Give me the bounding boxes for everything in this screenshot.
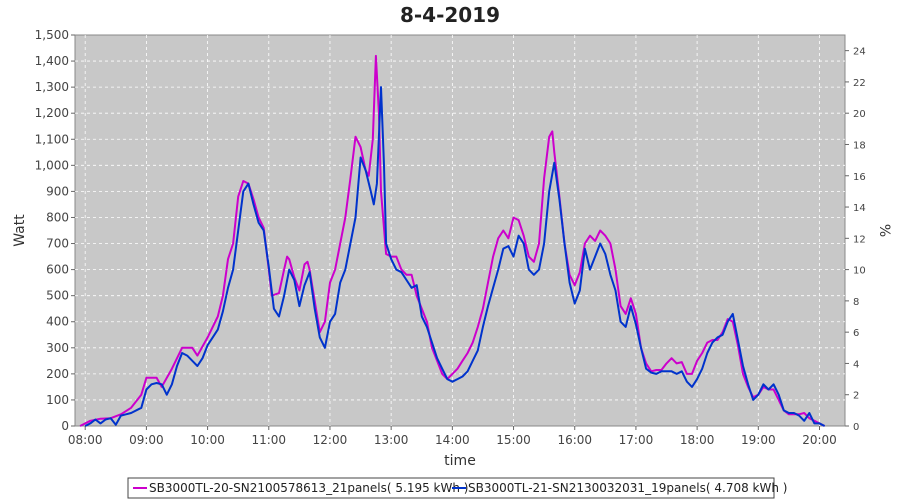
y-tick-label: 900 — [46, 184, 69, 198]
x-tick-label: 08:00 — [68, 433, 103, 447]
x-axis-label: time — [444, 453, 476, 469]
legend-entry-series-2: SB3000TL-21-SN2130032031_19panels( 4.708… — [468, 481, 787, 495]
y2-tick-label: 12 — [853, 234, 866, 245]
x-tick-label: 12:00 — [313, 433, 348, 447]
x-tick-label: 16:00 — [557, 433, 592, 447]
y2-tick-label: 14 — [853, 203, 866, 214]
x-tick-label: 19:00 — [741, 433, 776, 447]
x-tick-label: 10:00 — [190, 433, 225, 447]
x-tick-label: 18:00 — [680, 433, 715, 447]
x-tick-label: 20:00 — [802, 433, 837, 447]
y-tick-label: 1,300 — [35, 80, 69, 94]
y-axis-left: 0 100 200 300 400 500 600 700 800 900 1,000 1,100 1,… — [35, 28, 75, 433]
y-tick-label: 1,400 — [35, 54, 69, 68]
plot-area — [74, 34, 846, 427]
y-tick-label: 1,100 — [35, 132, 69, 146]
y2-tick-label: 6 — [853, 328, 859, 339]
y2-tick-label: 24 — [853, 47, 866, 58]
y2-tick-label: 4 — [853, 359, 859, 370]
y2-tick-label: 22 — [853, 78, 866, 89]
x-tick-label: 09:00 — [129, 433, 164, 447]
y2-tick-label: 10 — [853, 266, 866, 277]
series-lines — [79, 54, 826, 427]
y2-tick-label: 8 — [853, 297, 859, 308]
y-tick-label: 200 — [46, 367, 69, 381]
x-tick-label: 13:00 — [374, 433, 409, 447]
series-line-1 — [79, 54, 826, 427]
legend-box — [127, 477, 775, 499]
series-line-2 — [84, 86, 826, 427]
legend: SB3000TL-20-SN2100578613_21panels( 5.195… — [127, 477, 787, 499]
y-tick-label: 100 — [46, 393, 69, 407]
chart-title: 8-4-2019 — [400, 3, 500, 27]
y2-tick-label: 18 — [853, 140, 866, 151]
y-tick-label: 600 — [46, 263, 69, 277]
y2-tick-label: 16 — [853, 172, 866, 183]
y2-tick-label: 0 — [853, 422, 859, 433]
y-tick-label: 1,500 — [35, 28, 69, 42]
y2-axis-label: % — [876, 224, 892, 237]
y-tick-label: 1,000 — [35, 158, 69, 172]
y-tick-label: 800 — [46, 210, 69, 224]
x-tick-label: 17:00 — [619, 433, 654, 447]
x-axis: 08:00 09:00 10:00 11:00 12:00 13:00 14:00 15:00… — [68, 426, 837, 447]
x-tick-label: 15:00 — [496, 433, 531, 447]
x-tick-label: 14:00 — [435, 433, 470, 447]
legend-entry-series-1: SB3000TL-20-SN2100578613_21panels( 5.195… — [149, 481, 468, 495]
y-tick-label: 500 — [46, 289, 69, 303]
y2-tick-label: 20 — [853, 109, 866, 120]
y-tick-label: 1,200 — [35, 106, 69, 120]
x-tick-label: 11:00 — [251, 433, 286, 447]
y-axis-label: Watt — [12, 214, 28, 247]
y-tick-label: 700 — [46, 237, 69, 251]
y-tick-label: 300 — [46, 341, 69, 355]
y-tick-label: 0 — [61, 419, 69, 433]
y2-tick-label: 2 — [853, 391, 859, 402]
y-tick-label: 400 — [46, 315, 69, 329]
